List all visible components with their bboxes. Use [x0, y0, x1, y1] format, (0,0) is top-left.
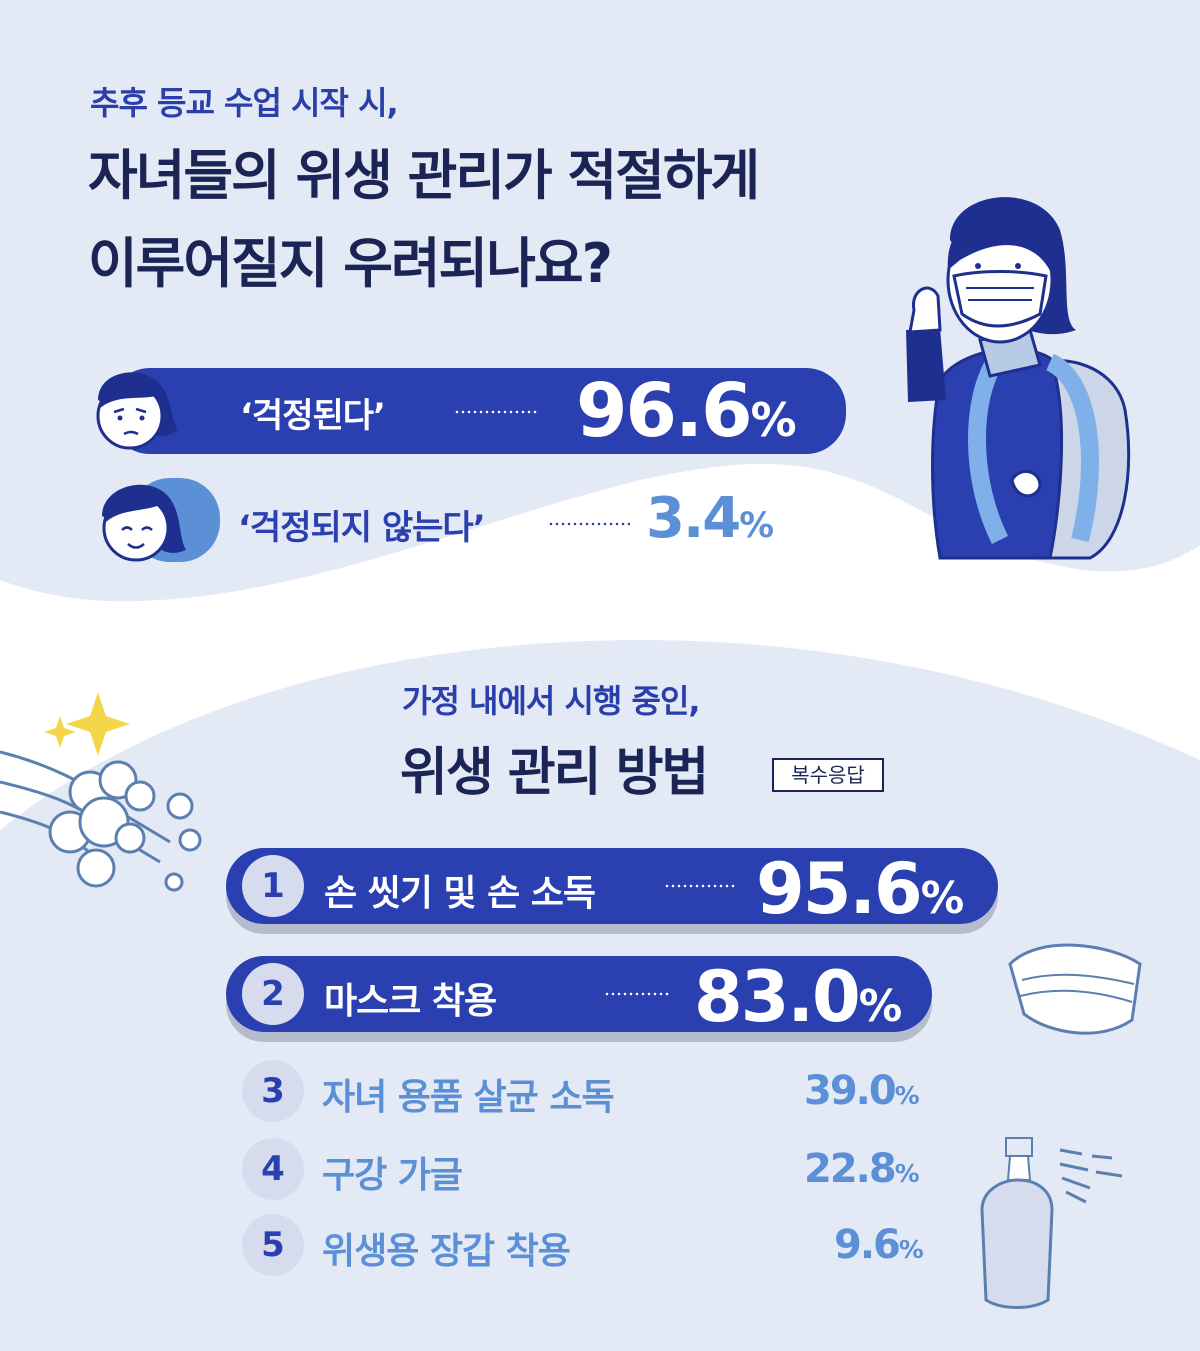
multiple-response-badge: 복수응답: [772, 758, 884, 792]
rank1-leader-dots: [664, 884, 736, 888]
survey2-subtitle: 가정 내에서 시행 중인,: [402, 682, 701, 720]
rank2-number-value: 83.0: [694, 956, 861, 1038]
survey2-title: 위생 관리 방법: [400, 743, 709, 803]
rank2-leader-dots: [604, 992, 670, 996]
spray-bottle-icon: [980, 1137, 1123, 1309]
answer2-label: ‘걱정되지 않는다’: [238, 508, 486, 548]
answer1-number: 96.6: [576, 368, 753, 454]
rank4-value: 22.8%: [804, 1146, 920, 1192]
rank2-number: 2: [242, 963, 304, 1025]
answer1-unit: %: [750, 393, 797, 447]
rank5-number-value: 9.6: [834, 1222, 901, 1268]
survey1-subtitle: 추후 등교 수업 시작 시,: [90, 84, 399, 122]
rank4-number-value: 22.8: [804, 1146, 897, 1192]
survey1-title-line1: 자녀들의 위생 관리가 적절하게: [88, 144, 760, 207]
rank5-label: 위생용 장갑 착용: [322, 1231, 571, 1272]
rank5-value: 9.6%: [834, 1222, 924, 1268]
rank1-label: 손 씻기 및 손 소독: [324, 873, 596, 914]
sparkle-icon: [66, 692, 130, 756]
answer2-number: 3.4: [646, 486, 741, 551]
answer1-leader-dots: [454, 410, 538, 414]
rank1-unit: %: [920, 874, 965, 924]
rank2-unit: %: [858, 982, 903, 1032]
survey1-title: 자녀들의 위생 관리가 적절하게 이루어질지 우려되나요?: [88, 132, 760, 308]
rank4-number: 4: [242, 1138, 304, 1200]
rank3-number: 3: [242, 1060, 304, 1122]
face-mask-icon: [1008, 943, 1142, 1035]
answer1-value: 96.6%: [576, 368, 797, 454]
rank3-number-value: 39.0: [804, 1068, 897, 1114]
rank4-unit: %: [894, 1159, 920, 1188]
survey1-title-line2: 이루어질지 우려되나요?: [88, 232, 613, 295]
rank1-number: 1: [242, 855, 304, 917]
calm-face-icon: [102, 484, 186, 562]
rank2-value: 83.0%: [694, 956, 903, 1038]
rank5-unit: %: [898, 1235, 924, 1264]
answer2-value: 3.4%: [646, 486, 774, 551]
sparkle-icon: [44, 716, 76, 748]
rank1-value: 95.6%: [756, 848, 965, 930]
rank2-bar: [226, 956, 932, 1032]
rank3-unit: %: [894, 1081, 920, 1110]
rank4-label: 구강 가글: [322, 1155, 463, 1196]
worried-face-icon: [96, 372, 178, 450]
rank1-number-value: 95.6: [756, 848, 923, 930]
rank5-number: 5: [242, 1214, 304, 1276]
rank2-label: 마스크 착용: [324, 981, 497, 1022]
answer2-unit: %: [739, 506, 774, 546]
rank3-value: 39.0%: [804, 1068, 920, 1114]
washing-hands-icon: [0, 692, 202, 892]
rank1-bar: [226, 848, 998, 924]
student-with-mask-illustration: [906, 197, 1131, 560]
answer1-label: ‘걱정된다’: [240, 396, 386, 436]
answer2-leader-dots: [548, 522, 630, 526]
rank3-label: 자녀 용품 살균 소독: [322, 1077, 615, 1118]
